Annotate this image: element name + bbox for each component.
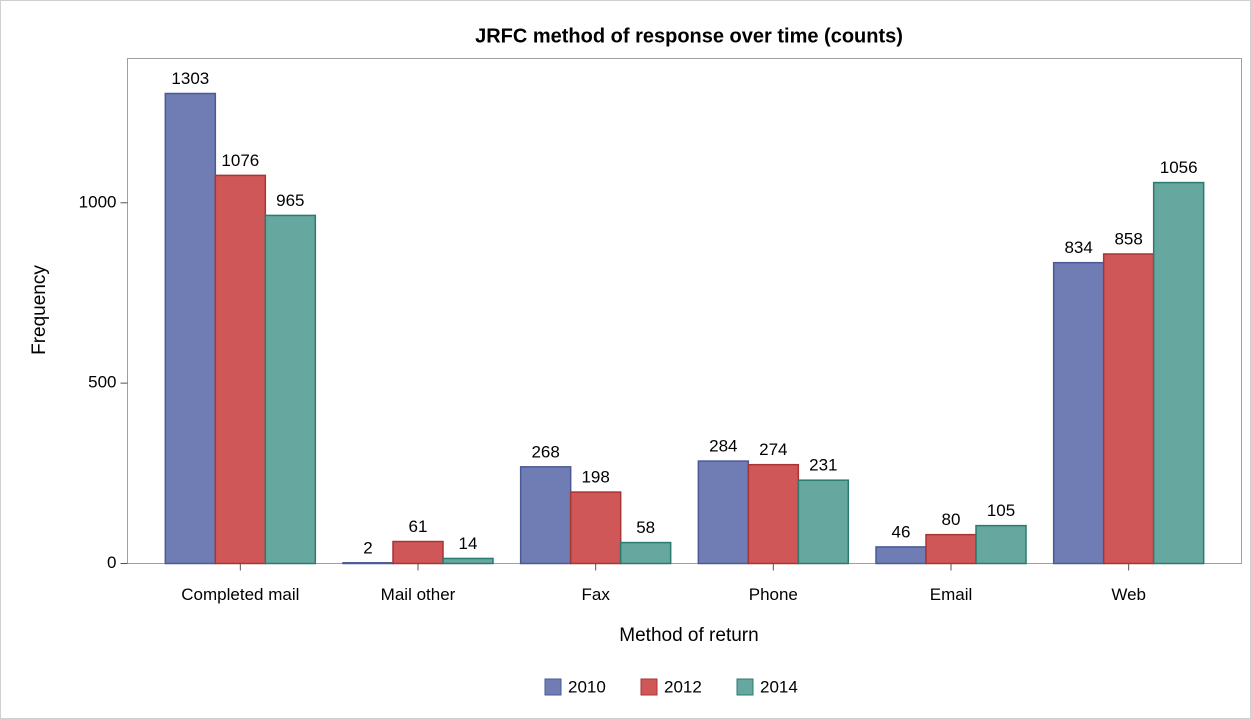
x-tick-label: Fax [581,585,610,604]
x-tick-label: Completed mail [181,585,299,604]
chart-title: JRFC method of response over time (count… [475,25,903,47]
legend-swatch [640,678,658,696]
value-label: 46 [892,522,911,541]
bar [697,460,750,565]
x-tick-label: Phone [749,585,798,604]
legend-swatch [736,678,754,696]
bar [164,92,217,565]
bar [875,546,927,565]
value-label: 834 [1064,238,1092,257]
bar [925,533,977,565]
bar [519,466,572,565]
bar [797,479,850,565]
y-axis-title: Frequency [29,265,50,355]
value-label: 58 [636,518,655,537]
bar [975,524,1027,565]
bar [214,174,267,565]
value-label: 105 [987,501,1015,520]
bar [1052,261,1105,565]
bar [747,463,800,565]
bar [619,541,672,565]
value-label: 965 [276,191,304,210]
x-tick-label: Web [1111,585,1146,604]
bar [264,214,317,565]
value-label: 274 [759,440,787,459]
legend-swatch [544,678,562,696]
value-label: 858 [1114,229,1142,248]
value-label: 80 [942,510,961,529]
value-label: 2 [363,538,372,557]
value-label: 231 [809,456,837,475]
x-tick-label: Email [930,585,973,604]
value-label: 1076 [221,151,259,170]
y-tick-label: 500 [88,373,116,392]
x-axis-title: Method of return [619,625,758,646]
bar [569,491,622,565]
value-label: 14 [459,534,478,553]
bar [392,540,444,565]
value-label: 198 [581,468,609,487]
legend-label: 2014 [760,677,798,696]
value-label: 61 [409,517,428,536]
bar [1102,253,1155,565]
y-tick-label: 0 [107,553,116,572]
value-label: 268 [531,442,559,461]
x-tick-label: Mail other [381,585,456,604]
bar [342,562,394,565]
bar [1152,181,1205,565]
value-label: 1303 [171,69,209,88]
legend-label: 2012 [664,677,702,696]
value-label: 1056 [1160,158,1198,177]
bar [442,557,494,565]
y-tick-label: 1000 [79,192,117,211]
legend-label: 2010 [568,677,606,696]
value-label: 284 [709,437,737,456]
